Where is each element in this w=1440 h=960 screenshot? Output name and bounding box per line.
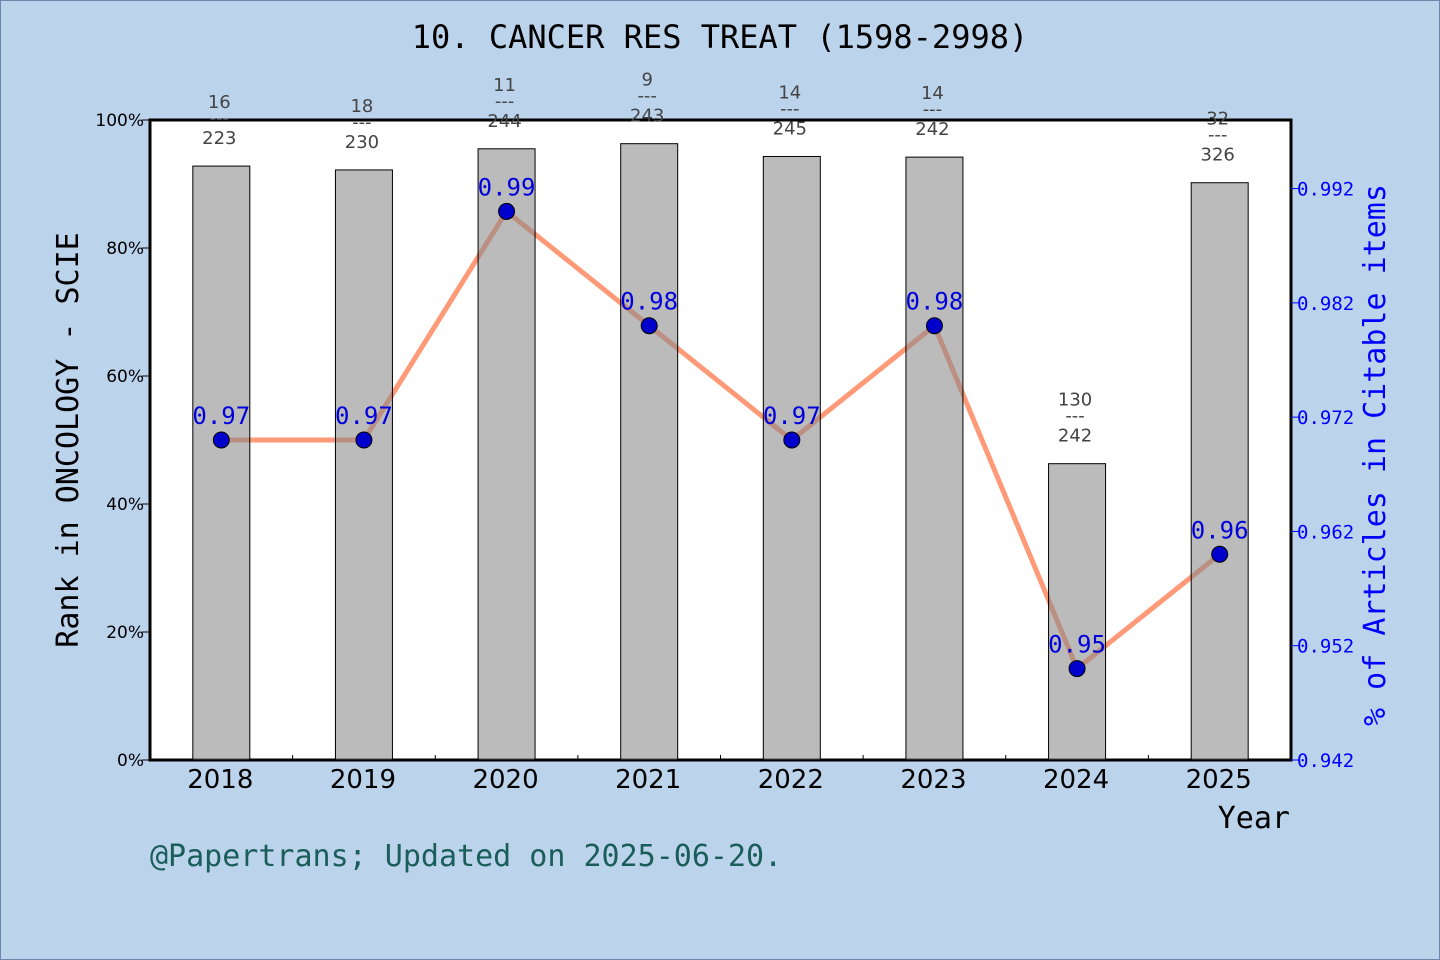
line-point-2018 <box>212 431 230 449</box>
bar-rank-label: 9 <box>641 70 652 91</box>
line-value-label: 0.97 <box>192 402 250 430</box>
line-value-label: 0.97 <box>335 402 393 430</box>
bar-2020 <box>477 148 536 761</box>
bar-2025 <box>1190 182 1249 761</box>
bar-separator: --- <box>495 91 515 112</box>
bar-separator: --- <box>923 99 943 120</box>
line-value-label: 0.98 <box>620 288 678 316</box>
bar-rank-label: 18 <box>350 96 373 117</box>
x-tick-label: 2022 <box>758 765 824 795</box>
y-tick-label: 0% <box>117 751 144 771</box>
bar-total-label: 326 <box>1201 145 1235 166</box>
line-value-label: 0.95 <box>1048 631 1106 659</box>
bar-rank-label: 11 <box>493 75 516 96</box>
line-value-label: 0.96 <box>1191 516 1249 544</box>
bar-total-label: 244 <box>487 111 521 132</box>
bar-rank-label: 32 <box>1206 109 1229 130</box>
bar-total-label: 243 <box>630 106 664 127</box>
line-point-2021 <box>640 317 658 335</box>
bar-2024 <box>1048 463 1107 761</box>
bar-total-label: 242 <box>1058 426 1092 447</box>
bar-2021 <box>620 143 679 761</box>
line-point-2020 <box>498 202 516 220</box>
x-tick-label: 2021 <box>615 765 681 795</box>
bar-2022 <box>762 155 821 761</box>
x-tick-label: 2025 <box>1186 765 1252 795</box>
bar-total-label: 230 <box>345 132 379 153</box>
y-tick-label: 40% <box>106 495 144 515</box>
line-point-2019 <box>355 431 373 449</box>
y-tick-label: 60% <box>106 367 144 387</box>
y-tick-label: 100% <box>95 111 144 131</box>
bar-separator: --- <box>780 98 800 119</box>
y2-tick-label: 0.992 <box>1297 179 1354 201</box>
bar-total-label: 223 <box>202 128 236 149</box>
bar-2019 <box>334 169 393 761</box>
bar-separator: --- <box>210 108 230 129</box>
x-tick-label: 2019 <box>330 765 396 795</box>
x-tick-label: 2023 <box>900 765 966 795</box>
bar-rank-label: 130 <box>1058 390 1092 411</box>
y-tick-label: 80% <box>106 239 144 259</box>
y2-tick-label: 0.952 <box>1297 636 1354 658</box>
y2-tick-label: 0.942 <box>1297 750 1354 772</box>
bar-total-label: 245 <box>773 118 807 139</box>
y2-tick-label: 0.962 <box>1297 521 1354 543</box>
bar-2018 <box>192 165 251 761</box>
bar-2023 <box>905 156 964 761</box>
line-point-2024 <box>1068 660 1086 678</box>
line-point-2025 <box>1211 545 1229 563</box>
bar-rank-label: 16 <box>208 92 231 113</box>
y-tick-label: 20% <box>106 623 144 643</box>
footer-note: @Papertrans; Updated on 2025-06-20. <box>150 839 782 874</box>
line-value-label: 0.97 <box>763 402 821 430</box>
chart-title: 10. CANCER RES TREAT (1598-2998) <box>412 18 1029 56</box>
x-tick-label: 2018 <box>187 765 253 795</box>
line-point-2022 <box>783 431 801 449</box>
bar-separator: --- <box>1065 406 1085 427</box>
bar-total-label: 242 <box>915 119 949 140</box>
bar-rank-label: 14 <box>778 82 801 103</box>
bar-rank-label: 14 <box>921 83 944 104</box>
x-tick-label: 2024 <box>1043 765 1109 795</box>
y2-axis-label: % of Articles in Citable items <box>1358 184 1393 726</box>
x-axis-label: Year <box>1218 801 1290 836</box>
x-tick-label: 2020 <box>472 765 538 795</box>
y-axis-label: Rank in ONCOLOGY - SCIE <box>51 232 86 647</box>
bar-separator: --- <box>352 112 372 133</box>
line-point-2023 <box>925 317 943 335</box>
line-value-label: 0.98 <box>906 288 964 316</box>
line-value-label: 0.99 <box>478 173 536 201</box>
bar-separator: --- <box>1208 125 1228 146</box>
y2-tick-label: 0.982 <box>1297 293 1354 315</box>
y2-tick-label: 0.972 <box>1297 407 1354 429</box>
bar-separator: --- <box>637 86 657 107</box>
